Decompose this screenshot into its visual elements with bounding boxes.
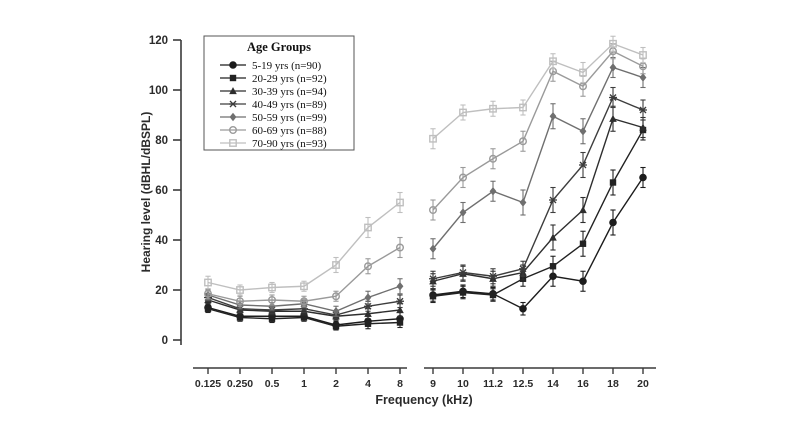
x-tick-label: 2 [333,378,339,390]
legend-item: 20-29 yrs (n=92) [220,73,327,85]
y-tick-label: 20 [155,285,168,297]
series-60-69 [203,43,648,307]
legend-label: 50-59 yrs (n=99) [252,112,327,124]
legend-item: 5-19 yrs (n=90) [220,60,321,72]
x-tick-label: 1 [301,378,307,390]
y-tick-label: 60 [155,185,168,197]
y-tick-label: 80 [155,135,168,147]
legend-item: 50-59 yrs (n=99) [220,112,327,124]
legend-label: 40-49 yrs (n=89) [252,99,327,111]
legend-title: Age Groups [247,40,311,54]
y-tick-label: 120 [149,35,168,47]
x-tick-label: 11.2 [483,378,503,390]
legend-item: 30-39 yrs (n=94) [220,86,327,98]
x-axis-title: Frequency (kHz) [375,393,472,407]
y-tick-label: 40 [155,235,168,247]
legend: Age Groups 5-19 yrs (n=90)20-29 yrs (n=92… [203,35,355,151]
x-tick-label: 8 [397,378,403,390]
y-axis-title: Hearing level (dBHL/dBSPL) [139,112,153,273]
legend-label: 60-69 yrs (n=88) [252,125,327,137]
x-tick-label: 20 [637,378,649,390]
x-tick-label: 4 [365,378,371,390]
x-tick-label: 0.250 [227,378,253,390]
y-tick-label: 100 [149,85,168,97]
legend-label: 20-29 yrs (n=92) [252,73,327,85]
x-tick-label: 12.5 [513,378,534,390]
x-tick-label: 9 [430,378,436,390]
legend-label: 70-90 yrs (n=93) [252,138,327,150]
y-tick-label: 0 [162,335,168,347]
series-20-29 [204,119,647,331]
x-tick-label: 14 [547,378,559,390]
legend-label: 5-19 yrs (n=90) [252,60,321,72]
legend-label: 30-39 yrs (n=94) [252,86,327,98]
x-tick-label: 0.125 [195,378,221,390]
legend-item: 60-69 yrs (n=88) [220,125,327,137]
x-tick-label: 0.5 [265,378,280,390]
x-tick-label: 18 [607,378,619,390]
legend-item: 40-49 yrs (n=89) [220,99,327,111]
legend-item: 70-90 yrs (n=93) [220,138,327,150]
series-70-90 [204,35,647,296]
x-tick-label: 16 [577,378,589,390]
x-tick-label: 10 [457,378,469,390]
